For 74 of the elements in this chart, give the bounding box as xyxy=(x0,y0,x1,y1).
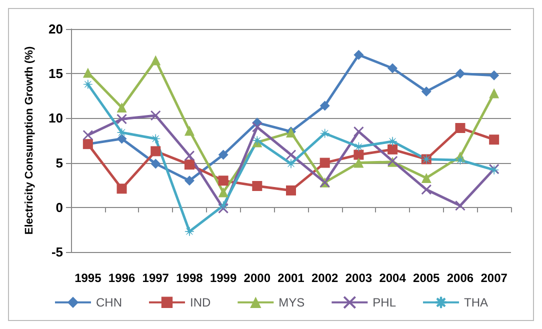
y-tick-label: 15 xyxy=(48,66,63,82)
legend-label: IND xyxy=(190,295,211,310)
x-tick-label: 2002 xyxy=(311,271,339,285)
x-tick-label: 2001 xyxy=(278,271,305,285)
point xyxy=(218,200,228,210)
x-tick-label: 2006 xyxy=(446,271,474,285)
point xyxy=(150,134,160,144)
legend-label: MYS xyxy=(278,295,305,310)
point xyxy=(353,126,364,137)
point xyxy=(489,70,500,80)
y-tick-label: 20 xyxy=(48,22,63,36)
point xyxy=(252,122,262,132)
point xyxy=(184,226,194,236)
point xyxy=(116,114,128,124)
point xyxy=(116,102,127,112)
x-tick-label: 1995 xyxy=(74,271,102,285)
point xyxy=(388,144,398,154)
point xyxy=(388,63,398,74)
point xyxy=(320,158,330,168)
point xyxy=(150,158,161,169)
point xyxy=(116,184,127,194)
x-tick-label: 2003 xyxy=(345,271,372,285)
point xyxy=(286,158,296,168)
point xyxy=(320,100,330,111)
point xyxy=(184,150,195,161)
point xyxy=(184,160,194,170)
point xyxy=(117,128,127,138)
point xyxy=(455,155,465,165)
x-tick-label: 2007 xyxy=(480,271,508,285)
legend-label: THA xyxy=(464,295,488,310)
point xyxy=(184,126,194,136)
x-tick-label: 2005 xyxy=(413,271,440,285)
y-tick-label: -5 xyxy=(51,244,63,260)
point xyxy=(83,80,93,90)
legend-label: PHL xyxy=(372,295,396,310)
point xyxy=(218,187,228,198)
x-tick-label: 1997 xyxy=(142,271,170,285)
point xyxy=(286,150,296,160)
point xyxy=(184,176,194,186)
x-tick-label: 1999 xyxy=(210,271,237,285)
x-tick-label: 1998 xyxy=(176,271,204,285)
point xyxy=(354,142,364,152)
point xyxy=(286,185,296,196)
point xyxy=(455,123,466,134)
point xyxy=(489,88,500,98)
point xyxy=(454,200,466,211)
point xyxy=(421,184,432,195)
y-tick-label: 5 xyxy=(56,155,63,170)
point xyxy=(150,55,161,66)
y-tick-label: 0 xyxy=(56,200,63,215)
point xyxy=(150,110,161,121)
point xyxy=(82,68,93,78)
point xyxy=(455,68,466,79)
legend-label: CHN xyxy=(96,295,122,310)
point xyxy=(421,86,432,96)
x-tick-label: 1996 xyxy=(108,271,136,285)
point xyxy=(218,150,228,160)
point xyxy=(354,50,364,60)
point xyxy=(320,128,330,138)
point xyxy=(421,172,432,183)
point xyxy=(218,176,228,186)
x-tick-label: 2004 xyxy=(379,271,406,285)
point xyxy=(150,146,161,156)
y-tick-label: 10 xyxy=(48,110,63,126)
x-tick-label: 2000 xyxy=(244,271,271,285)
point xyxy=(116,134,127,144)
point xyxy=(252,180,262,191)
point xyxy=(388,136,398,146)
point xyxy=(354,150,364,160)
y-axis-title: Electricity Consumption Growth (%) xyxy=(24,46,36,235)
point xyxy=(354,158,364,168)
point xyxy=(489,134,500,145)
point xyxy=(82,130,94,140)
point xyxy=(218,203,229,214)
